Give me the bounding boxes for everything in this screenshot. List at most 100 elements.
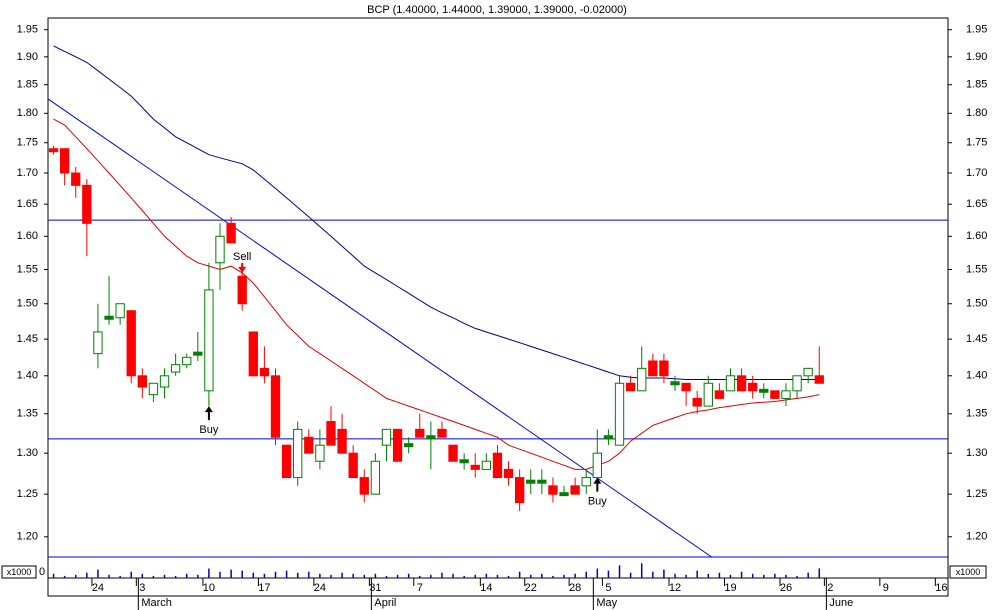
candle-body: [237, 275, 247, 305]
annotation-label: Buy: [199, 424, 218, 436]
candle-body: [681, 382, 691, 392]
y-tick-label: 1.50: [17, 298, 38, 310]
y-tick-label: 1.45: [966, 333, 987, 345]
month-label: June: [829, 597, 853, 609]
candle-body: [248, 331, 258, 377]
annotation-label: Buy: [588, 495, 607, 507]
y-tick-label: 1.40: [966, 370, 987, 382]
candle-body: [437, 428, 447, 438]
candle-body: [814, 375, 824, 384]
x-tick-label: 17: [258, 582, 270, 594]
annotation-label: Sell: [233, 251, 251, 263]
candle-body: [748, 382, 758, 392]
x-tick-label: 31: [369, 582, 381, 594]
x-tick-label: 14: [480, 582, 492, 594]
volume-label-box: [1, 565, 37, 579]
candle-body: [725, 375, 736, 392]
candle-body: [304, 436, 314, 454]
y-tick-label: 1.80: [966, 107, 987, 119]
trendline: [47, 98, 712, 558]
candle-body: [603, 435, 614, 440]
candle-body: [703, 382, 713, 407]
candle-body: [548, 485, 558, 495]
candle-body: [259, 367, 270, 377]
candle-body: [126, 310, 136, 377]
volume-label: x1000: [7, 567, 32, 577]
y-tick-label: 1.65: [966, 198, 987, 210]
candle-body: [592, 452, 602, 479]
candle-body: [93, 331, 103, 355]
candle-body: [404, 443, 414, 448]
candle-body: [526, 479, 536, 484]
y-tick-label: 1.75: [966, 137, 987, 149]
candle-body: [193, 351, 203, 356]
x-tick-label: 26: [780, 582, 792, 594]
y-tick-label: 1.85: [17, 79, 38, 91]
y-tick-label: 1.60: [17, 230, 38, 242]
x-tick-label: 9: [883, 582, 889, 594]
candle-body: [803, 367, 813, 377]
candle-body: [470, 464, 480, 470]
y-tick-label: 1.40: [17, 370, 38, 382]
y-tick-label: 1.55: [17, 263, 38, 275]
candle-body: [337, 428, 347, 454]
x-tick-label: 5: [605, 582, 611, 594]
y-tick-label: 1.90: [966, 51, 987, 63]
candle-body: [625, 382, 636, 392]
annotation-arrow: [204, 406, 213, 421]
candle-body: [648, 360, 658, 377]
volume-tick-label: 0: [39, 566, 45, 578]
candle-body: [581, 477, 591, 487]
candle-body: [215, 235, 225, 264]
candle-body: [459, 459, 469, 464]
candle-body: [736, 375, 747, 392]
candle-body: [392, 428, 403, 462]
candle-body: [204, 289, 214, 392]
y-tick-label: 1.30: [17, 447, 38, 459]
moving-average: [53, 45, 820, 380]
candle-body: [659, 360, 669, 377]
x-tick-label: 22: [525, 582, 537, 594]
candle-body: [714, 390, 725, 399]
y-tick-label: 1.90: [17, 51, 38, 63]
candle-body: [48, 148, 59, 153]
candle-body: [348, 452, 358, 479]
candle-body: [71, 172, 81, 186]
y-tick-label: 1.95: [966, 24, 987, 36]
candle-body: [481, 460, 492, 470]
candle-body: [170, 364, 181, 373]
y-tick-label: 1.85: [966, 79, 987, 91]
month-label: April: [374, 597, 396, 609]
candle-body: [148, 382, 159, 396]
x-tick-label: 7: [417, 582, 423, 594]
y-tick-label: 1.60: [966, 230, 987, 242]
candle-body: [315, 444, 325, 462]
candle-body: [415, 428, 425, 438]
y-tick-label: 1.45: [17, 333, 38, 345]
plot-frame: [47, 17, 949, 597]
y-tick-label: 1.55: [966, 263, 987, 275]
candle-body: [137, 375, 147, 388]
candle-body: [692, 397, 702, 407]
x-tick-label: 12: [669, 582, 681, 594]
x-tick-label: 24: [314, 582, 326, 594]
candle-body: [226, 222, 236, 244]
candle-body: [270, 375, 281, 438]
candle-body: [426, 435, 436, 440]
x-tick-label: 28: [569, 582, 581, 594]
candle-body: [182, 356, 192, 366]
candle-body: [448, 444, 458, 462]
y-tick-label: 1.95: [17, 24, 38, 36]
candle-body: [82, 184, 92, 224]
annotation-arrow: [238, 262, 247, 273]
month-label: May: [596, 597, 617, 609]
x-tick-label: 24: [92, 582, 104, 594]
annotation-arrow: [593, 477, 602, 492]
candle-body: [115, 303, 125, 319]
candle-body: [514, 477, 525, 504]
candle-body: [670, 381, 680, 386]
y-tick-label: 1.70: [17, 167, 38, 179]
candle-body: [159, 375, 170, 388]
